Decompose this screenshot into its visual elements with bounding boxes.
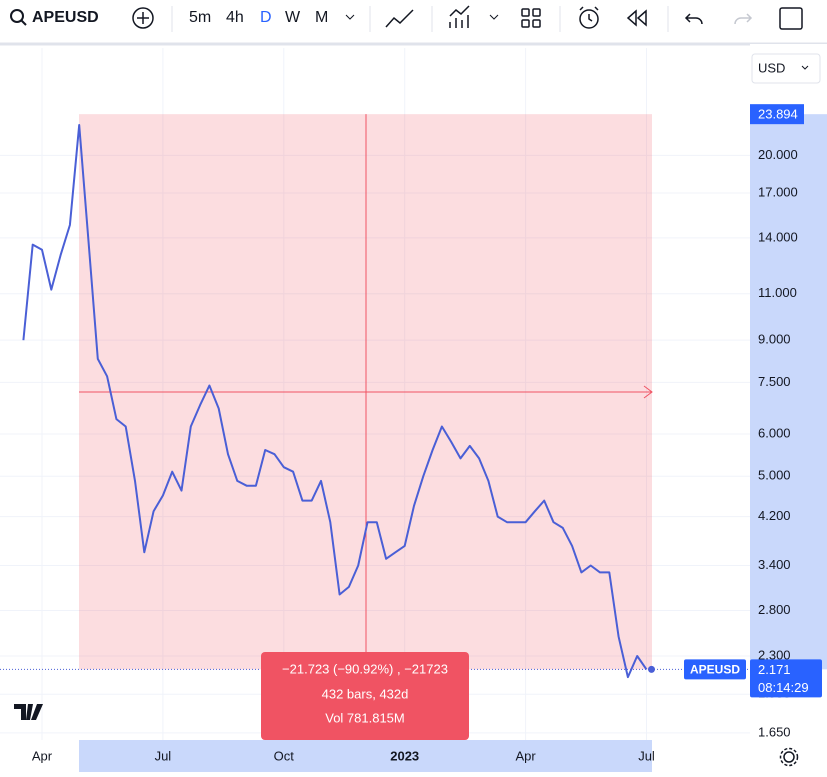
alert-icon <box>579 6 599 22</box>
y-tick-label: 5.000 <box>758 468 791 483</box>
y-tick-label: 2.300 <box>758 647 791 662</box>
measure-text: −21.723 (−90.92%) , −21723 <box>282 661 448 676</box>
countdown: 08:14:29 <box>758 680 809 695</box>
interval[interactable]: W <box>285 9 301 26</box>
y-tick-label: 1.650 <box>758 724 791 739</box>
search-icon[interactable] <box>10 9 24 23</box>
x-tick-label: Jul <box>638 748 655 763</box>
y-tick-label: 3.400 <box>758 557 791 572</box>
series-label-bg <box>684 659 746 680</box>
dropdown-icon <box>801 65 809 70</box>
y-tick-label: 9.000 <box>758 332 791 347</box>
interval[interactable]: 5m <box>189 9 211 26</box>
y-tick-label: 6.000 <box>758 425 791 440</box>
measure-arrow <box>643 385 653 399</box>
settings-icon[interactable] <box>783 751 795 763</box>
search-icon <box>20 19 27 26</box>
y-tick-label: 2.800 <box>758 602 791 617</box>
dropdown-icon[interactable] <box>345 14 355 20</box>
interval[interactable]: M <box>315 9 328 26</box>
replay-icon[interactable] <box>626 9 647 27</box>
y-tick-label: 17.000 <box>758 184 798 199</box>
symbol[interactable]: APEUSD <box>32 9 99 26</box>
settings-icon <box>779 747 799 767</box>
price-line <box>22 124 648 679</box>
layout-icon[interactable] <box>521 8 541 28</box>
x-tick-label: Jul <box>155 748 172 763</box>
plot-area: 20.000 17.000 14.000 11.000 9.000 7.500 6.000 5… <box>0 44 827 772</box>
x-tick-label: Oct <box>274 748 295 763</box>
measure-box <box>261 652 469 740</box>
interval[interactable]: 4h <box>226 9 244 26</box>
x-tick-label: Apr <box>515 748 536 763</box>
fullscreen-icon[interactable] <box>779 7 803 30</box>
measure-text: 432 bars, 432d <box>322 686 409 701</box>
series-label: APEUSD <box>690 663 740 677</box>
last-price-dot <box>648 665 655 673</box>
y-tick-label: 7.500 <box>758 374 791 389</box>
undo-icon[interactable] <box>684 13 703 25</box>
indicators-icon[interactable] <box>449 5 470 28</box>
add-button[interactable] <box>132 7 154 29</box>
price-axis-highlight <box>750 114 827 670</box>
x-tick-label: Apr <box>32 748 53 763</box>
alert-icon[interactable] <box>579 9 599 29</box>
add-icon <box>137 12 149 24</box>
y-tick-label: 20.000 <box>758 147 798 162</box>
x-tick-label: 2023 <box>390 748 419 763</box>
dropdown-icon[interactable] <box>489 14 499 20</box>
last-price-bg <box>750 659 822 698</box>
last-price-label: 2.171 <box>758 662 791 677</box>
logo[interactable] <box>14 704 43 720</box>
currency: USD <box>758 60 785 75</box>
y-tick-label: 4.200 <box>758 508 791 523</box>
measure-text: Vol 781.815M <box>325 710 405 725</box>
time-axis-highlight <box>79 740 652 772</box>
y-tick-label: 14.000 <box>758 229 798 244</box>
chart-type-icon[interactable] <box>385 9 414 28</box>
interval[interactable]: D <box>260 9 272 26</box>
toolbar: APEUSD 5m 4h D W M <box>0 5 827 46</box>
currency-select[interactable] <box>751 53 821 84</box>
y-tick-label: 11.000 <box>758 285 797 300</box>
measure-top-label: 23.894 <box>758 107 798 122</box>
measure-top-bg <box>750 104 804 125</box>
redo-icon[interactable] <box>734 13 753 25</box>
